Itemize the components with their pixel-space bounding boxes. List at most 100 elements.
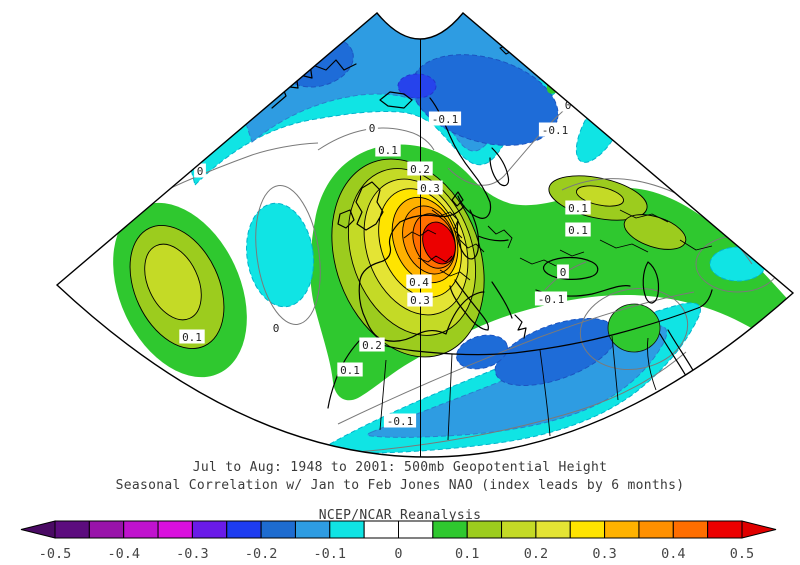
contour-label-text: 0	[369, 122, 376, 135]
colorbar-segment	[398, 520, 434, 539]
north-sea-coastline	[399, 205, 465, 223]
colorbar-tick-label: 0	[394, 546, 402, 562]
colorbar: -0.5 -0.4 -0.3 -0.2 -0.1 0 0.1 0.2 0.3 0.4 0.5	[20, 520, 777, 562]
contour-label: 0.1	[179, 329, 205, 344]
contour-label: 0.1	[565, 200, 591, 215]
contour-label-text: 0.1	[378, 144, 398, 157]
colorbar-segment	[604, 520, 640, 539]
atlantic-blob-core	[144, 243, 202, 321]
contour-label: 0	[562, 97, 574, 112]
balkans-greece-coastline	[491, 281, 527, 339]
red-sea-coastline	[659, 329, 695, 377]
colorbar-segment	[294, 520, 331, 539]
colorbar-tick-label: 0.3	[592, 546, 616, 562]
zero-contour-mediterranean-north	[337, 291, 695, 425]
contour-label-text: 0	[273, 322, 280, 335]
contour-label-text: 0.1	[182, 331, 202, 344]
contour-label: 0.4	[406, 274, 432, 289]
colorbar-segment	[157, 520, 193, 539]
contour-label: 0.1	[565, 222, 591, 237]
colorbar-tick-label: -0.3	[176, 546, 209, 562]
contour-label-text: 0.3	[410, 294, 430, 307]
colorbar-tick-label: -0.1	[314, 546, 347, 562]
white-sea-coastline	[489, 147, 510, 187]
mediterranean-darkblue-blob-west	[456, 334, 508, 370]
black-sea-outline	[542, 256, 599, 280]
contour-label-text: 0	[197, 165, 204, 178]
contour-label-text: 0.4	[409, 276, 429, 289]
zero-contour-midatlantic	[255, 185, 321, 325]
contour-label-text: 0.1	[568, 224, 588, 237]
baltic-sea-coastline	[456, 209, 509, 260]
contour-label: -0.1	[428, 111, 462, 126]
caspian-sea-outline	[642, 261, 660, 304]
west-europe-coastline	[358, 221, 485, 342]
contour-label-text: 0.3	[420, 182, 440, 195]
zero-contour-egypt	[579, 288, 689, 370]
contour-label: -0.1	[538, 122, 572, 137]
nile-river	[647, 337, 657, 391]
colorbar-segment	[260, 520, 296, 539]
contour-label: 0.3	[407, 292, 433, 307]
contour-label-text: 0	[560, 266, 567, 279]
colorbar-tick-label: -0.5	[39, 546, 72, 562]
egypt-green-blob	[607, 303, 661, 353]
contour-label-text: 0	[565, 99, 572, 112]
contour-label-text: 0.1	[340, 364, 360, 377]
contour-labels-layer: 00000-0.1-0.1-0.1-0.10.10.20.30.10.10.40…	[179, 97, 591, 428]
contour-label-text: -0.1	[542, 124, 569, 137]
colorbar-tick-label: -0.2	[245, 546, 278, 562]
contour-label: 0.1	[375, 142, 401, 157]
colorbar-segment	[501, 520, 537, 539]
colorbar-segment	[363, 520, 399, 539]
britain-coastline	[355, 181, 384, 231]
contour-label: 0	[557, 264, 569, 279]
map-boundary	[55, 12, 795, 458]
colorbar-segment	[535, 520, 571, 539]
arctic-royalblue-spot	[397, 73, 437, 99]
contour-label-text: 0.2	[362, 339, 382, 352]
contour-label-text: 0.1	[568, 202, 588, 215]
contour-label: 0.3	[417, 180, 443, 195]
colorbar-segment	[432, 520, 468, 539]
map-title-line1: Jul to Aug: 1948 to 2001: 500mb Geopoten…	[192, 460, 608, 475]
denmark-coastline	[451, 191, 464, 207]
colorbar-segment	[226, 520, 262, 539]
contour-label: 0	[194, 163, 206, 178]
iceland-coastline	[379, 91, 413, 109]
colorbar-tick-label: 0.5	[730, 546, 754, 562]
colorbar-segment	[54, 520, 90, 539]
midatlantic-cyan-blob	[246, 202, 314, 308]
contour-label: -0.1	[534, 291, 568, 306]
contour-label: 0	[366, 120, 378, 135]
colorbar-segment	[672, 520, 709, 539]
ireland-coastline	[337, 209, 355, 229]
colorbar-segment	[329, 520, 365, 539]
colorbar-segment	[123, 520, 159, 539]
colorbar-segment	[191, 520, 228, 539]
contour-label-text: -0.1	[387, 415, 414, 428]
colorbar-left-arrow	[20, 520, 56, 539]
colorbar-tick-label: 0.2	[524, 546, 548, 562]
colorbar-segment	[466, 520, 503, 539]
russia-borders	[599, 209, 713, 253]
colorbar-segment	[707, 520, 743, 539]
colorbar-segment	[638, 520, 674, 539]
contour-label-text: -0.1	[538, 293, 565, 306]
sahara-borders	[379, 335, 619, 441]
ring-0p45-red-core	[422, 221, 456, 265]
far-right-cyan-blob	[709, 246, 767, 282]
contour-label: 0.2	[407, 161, 433, 176]
colorbar-tick-label: -0.4	[107, 546, 140, 562]
map-title-line2: Seasonal Correlation w/ Jan to Feb Jones…	[115, 478, 685, 493]
contour-label-text: -0.1	[432, 113, 459, 126]
contour-label-text: 0.2	[410, 163, 430, 176]
contour-label: -0.1	[383, 413, 417, 428]
contour-label: 0.2	[359, 337, 385, 352]
colorbar-tick-label: 0.4	[661, 546, 685, 562]
colorbar-segment	[88, 520, 125, 539]
zero-contour-south	[355, 351, 687, 453]
colorbar-right-arrow	[741, 520, 777, 539]
contour-label: 0	[270, 320, 282, 335]
